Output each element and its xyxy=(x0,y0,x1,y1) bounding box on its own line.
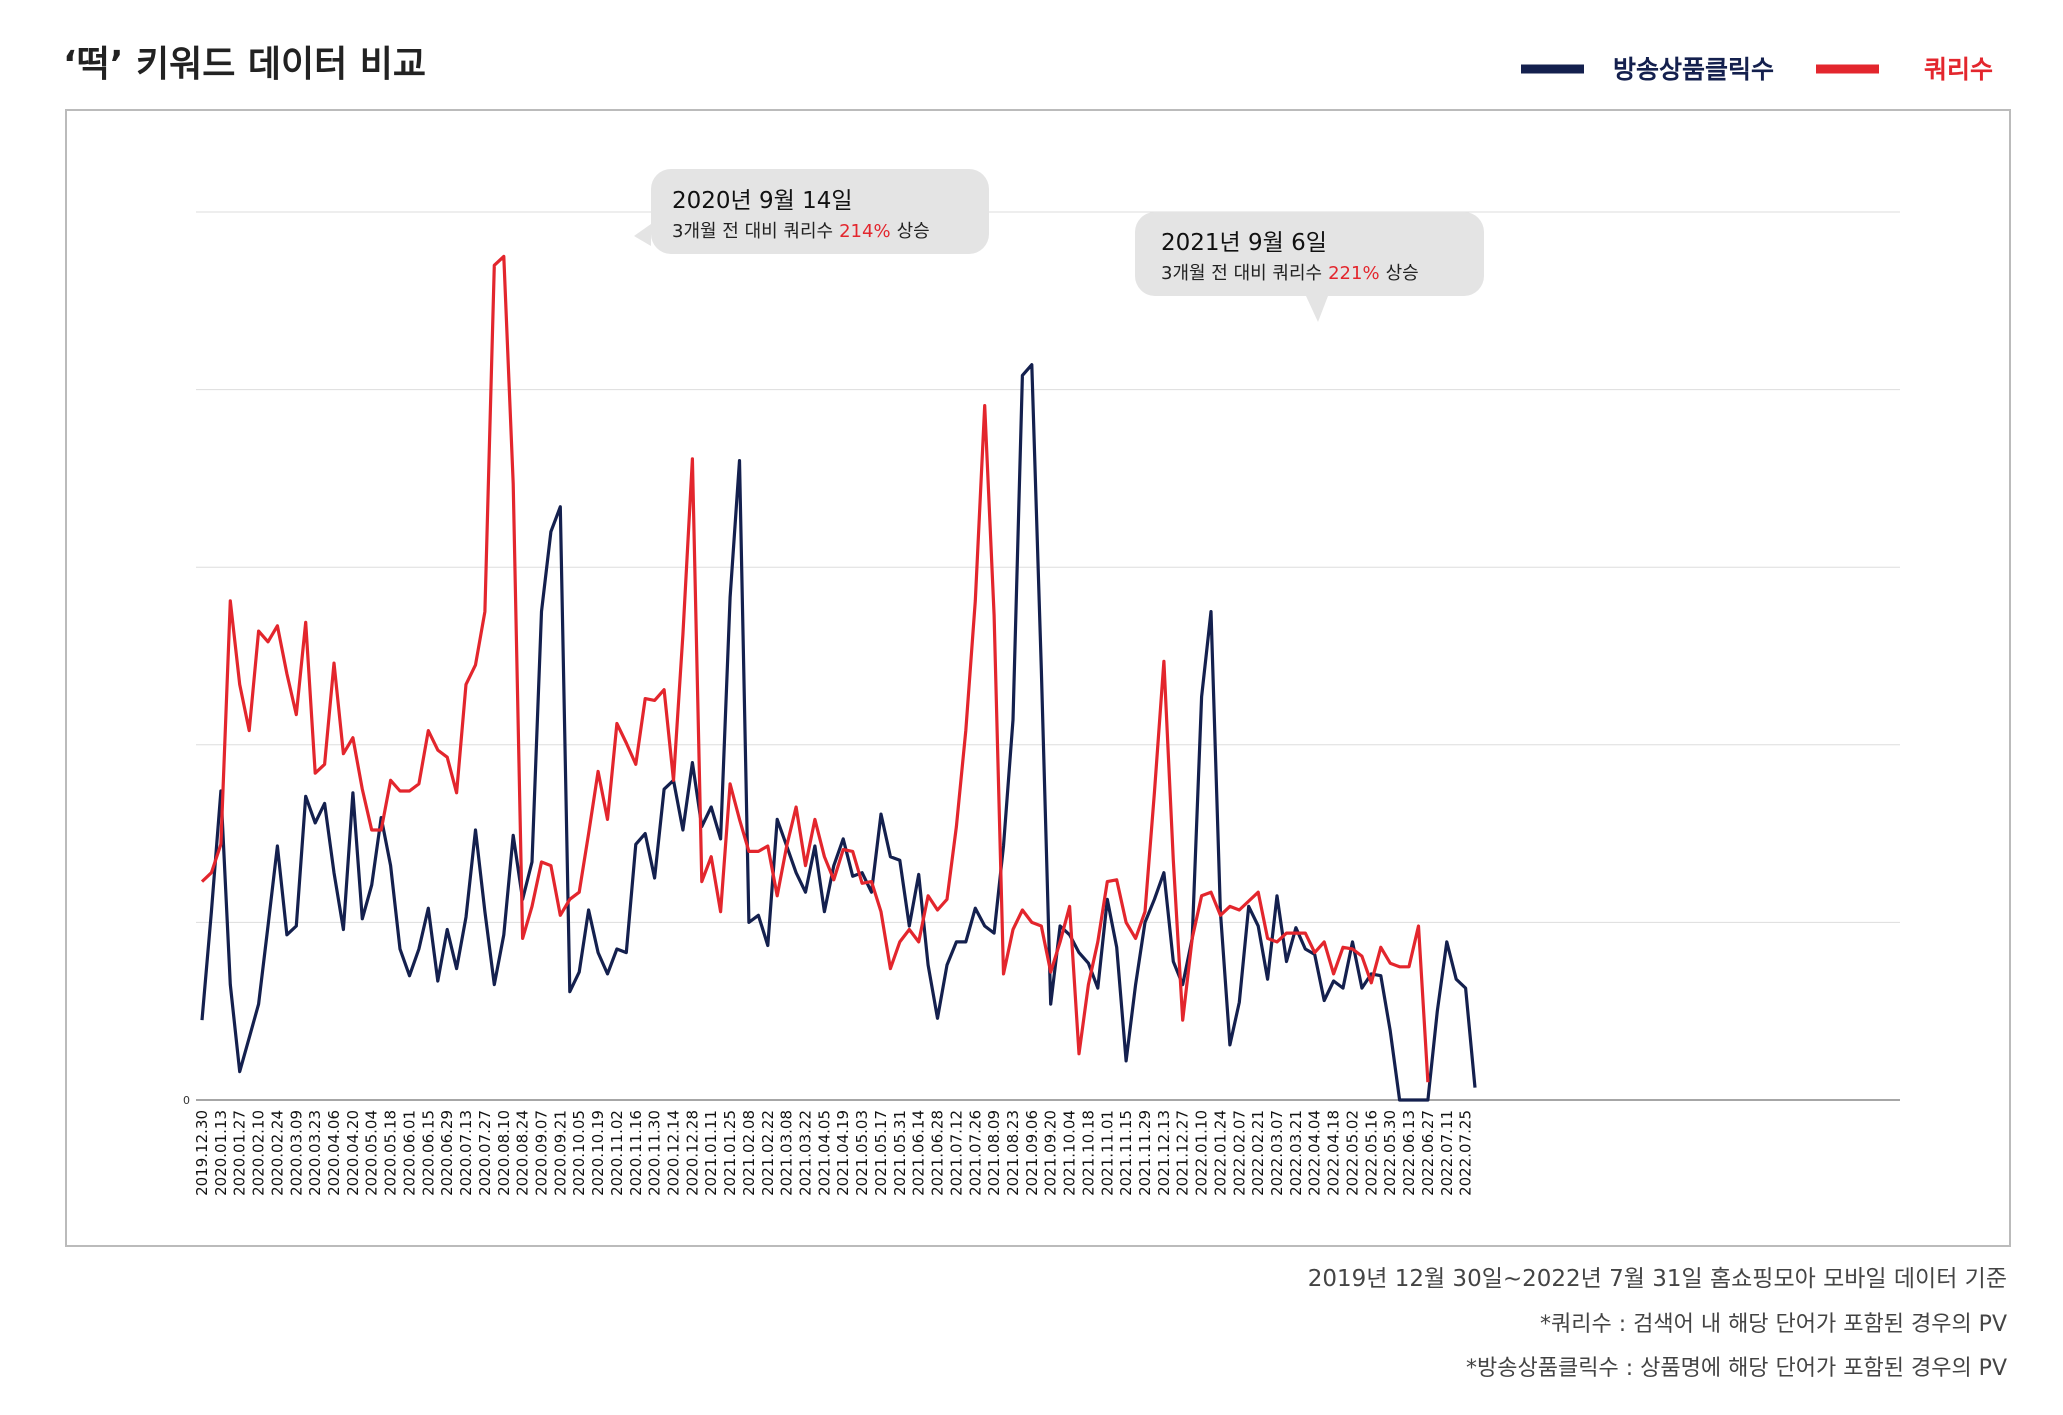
callout: 2020년 9월 14일 3개월 전 대비 쿼리수 214% 상승 xyxy=(634,169,989,254)
y-tick-label: 0 xyxy=(183,1094,190,1107)
x-tick-label: 2022.03.21 xyxy=(1287,1110,1305,1196)
x-tick-label: 2021.09.06 xyxy=(1023,1110,1041,1196)
x-tick-label: 2022.07.11 xyxy=(1438,1110,1456,1196)
x-tick-label: 2021.04.19 xyxy=(834,1110,852,1196)
x-tick-label: 2020.08.10 xyxy=(495,1110,513,1196)
x-tick-label: 2020.06.01 xyxy=(400,1110,418,1196)
chart-title: ‘떡’ 키워드 데이터 비교 xyxy=(63,44,426,85)
x-tick-label: 2020.11.02 xyxy=(608,1110,626,1196)
callout-desc: 3개월 전 대비 쿼리수 xyxy=(672,221,833,242)
x-tick-label: 2020.03.23 xyxy=(306,1110,324,1196)
x-tick-label: 2020.10.05 xyxy=(570,1110,588,1196)
x-tick-label: 2022.07.25 xyxy=(1457,1110,1475,1196)
x-tick-label: 2021.05.03 xyxy=(853,1110,871,1196)
x-tick-label: 2020.07.13 xyxy=(457,1110,475,1196)
x-tick-label: 2022.01.10 xyxy=(1193,1110,1211,1196)
x-tick-label: 2021.12.13 xyxy=(1155,1110,1173,1196)
x-tick-label: 2021.05.31 xyxy=(891,1110,909,1196)
footnote: *방송상품클릭수 : 상품명에 해당 단어가 포함된 경우의 PV xyxy=(1466,1356,2007,1381)
legend-label: 방송상품클릭수 xyxy=(1613,55,1774,84)
x-tick-label: 2022.01.24 xyxy=(1211,1110,1229,1196)
x-tick-label: 2022.05.16 xyxy=(1362,1110,1380,1196)
x-tick-label: 2021.01.25 xyxy=(721,1110,739,1196)
x-tick-label: 2021.07.12 xyxy=(947,1110,965,1196)
x-tick-label: 2020.05.18 xyxy=(382,1110,400,1196)
x-tick-label: 2020.01.13 xyxy=(212,1110,230,1196)
lines xyxy=(200,254,1477,1102)
x-tick-label: 2021.03.08 xyxy=(778,1110,796,1196)
x-tick-label: 2021.03.22 xyxy=(797,1110,815,1196)
x-tick-label: 2021.01.11 xyxy=(702,1110,720,1196)
x-tick-label: 2020.01.27 xyxy=(231,1110,249,1196)
x-tick-label: 2021.02.22 xyxy=(759,1110,777,1196)
x-axis: 2019.12.30 2020.01.13 2020.01.27 2020.02.10… xyxy=(193,1110,1475,1196)
x-tick-label: 2022.04.18 xyxy=(1325,1110,1343,1196)
x-tick-label: 2022.02.07 xyxy=(1230,1110,1248,1196)
x-tick-label: 2022.03.07 xyxy=(1268,1110,1286,1196)
callout-text: 3개월 전 대비 쿼리수 214% 상승 xyxy=(672,221,930,242)
x-tick-label: 2022.02.21 xyxy=(1249,1110,1267,1196)
x-tick-label: 2020.07.27 xyxy=(476,1110,494,1196)
x-tick-label: 2022.05.30 xyxy=(1381,1110,1399,1196)
x-tick-label: 2019.12.30 xyxy=(193,1110,211,1196)
footnote: 2019년 12월 30일~2022년 7월 31일 홈쇼핑모아 모바일 데이터… xyxy=(1308,1266,2007,1292)
x-tick-label: 2021.11.01 xyxy=(1098,1110,1116,1196)
x-tick-label: 2021.07.26 xyxy=(966,1110,984,1196)
callout-desc: 3개월 전 대비 쿼리수 xyxy=(1161,263,1322,284)
series-line xyxy=(200,363,1477,1102)
x-tick-label: 2021.08.23 xyxy=(1004,1110,1022,1196)
x-tick-label: 2020.06.29 xyxy=(438,1110,456,1196)
callout: 2021년 9월 6일 3개월 전 대비 쿼리수 221% 상승 xyxy=(1135,212,1484,322)
x-tick-label: 2021.04.05 xyxy=(815,1110,833,1196)
x-tick-label: 2020.04.06 xyxy=(325,1110,343,1196)
grid: 0 xyxy=(183,211,1900,1107)
x-tick-label: 2021.10.04 xyxy=(1061,1110,1079,1196)
x-tick-label: 2022.04.04 xyxy=(1306,1110,1324,1196)
x-tick-label: 2020.02.24 xyxy=(268,1110,286,1196)
callout-text: 3개월 전 대비 쿼리수 221% 상승 xyxy=(1161,263,1419,284)
x-tick-label: 2020.03.09 xyxy=(287,1110,305,1196)
x-tick-label: 2021.05.17 xyxy=(872,1110,890,1196)
x-tick-label: 2020.06.15 xyxy=(419,1110,437,1196)
x-tick-label: 2020.04.20 xyxy=(344,1110,362,1196)
x-tick-label: 2020.12.14 xyxy=(665,1110,683,1196)
x-tick-label: 2020.11.30 xyxy=(646,1110,664,1196)
x-tick-label: 2021.08.09 xyxy=(985,1110,1003,1196)
x-tick-label: 2021.06.28 xyxy=(929,1110,947,1196)
x-tick-label: 2020.12.28 xyxy=(683,1110,701,1196)
x-tick-label: 2020.11.16 xyxy=(627,1110,645,1196)
series-line xyxy=(200,254,1430,1083)
callout-percent: 214% xyxy=(839,221,890,242)
x-tick-label: 2021.02.08 xyxy=(740,1110,758,1196)
x-tick-label: 2022.05.02 xyxy=(1343,1110,1361,1196)
chart-frame xyxy=(65,109,2011,1247)
x-tick-label: 2020.02.10 xyxy=(250,1110,268,1196)
x-tick-label: 2021.09.20 xyxy=(1042,1110,1060,1196)
x-tick-label: 2021.12.27 xyxy=(1174,1110,1192,1196)
x-tick-label: 2021.11.29 xyxy=(1136,1110,1154,1196)
x-tick-label: 2022.06.27 xyxy=(1419,1110,1437,1196)
x-tick-label: 2020.10.19 xyxy=(589,1110,607,1196)
legend-label: 쿼리수 xyxy=(1924,55,1993,84)
legend: 방송상품클릭수 쿼리수 xyxy=(1521,55,1993,84)
callout-suffix: 상승 xyxy=(1386,263,1419,284)
callout-date: 2020년 9월 14일 xyxy=(672,188,853,214)
callout-bubble xyxy=(634,169,989,254)
callout-suffix: 상승 xyxy=(897,221,930,242)
x-tick-label: 2021.06.14 xyxy=(910,1110,928,1196)
callout-date: 2021년 9월 6일 xyxy=(1161,230,1327,256)
x-tick-label: 2020.09.21 xyxy=(551,1110,569,1196)
x-tick-label: 2020.09.07 xyxy=(532,1110,550,1196)
x-tick-label: 2020.08.24 xyxy=(514,1110,532,1196)
footnote: *쿼리수 : 검색어 내 해당 단어가 포함된 경우의 PV xyxy=(1540,1312,2007,1337)
x-tick-label: 2021.10.18 xyxy=(1079,1110,1097,1196)
x-tick-label: 2020.05.04 xyxy=(363,1110,381,1196)
callout-percent: 221% xyxy=(1328,263,1379,284)
x-tick-label: 2022.06.13 xyxy=(1400,1110,1418,1196)
callout-bubble xyxy=(1135,212,1484,322)
x-tick-label: 2021.11.15 xyxy=(1117,1110,1135,1196)
